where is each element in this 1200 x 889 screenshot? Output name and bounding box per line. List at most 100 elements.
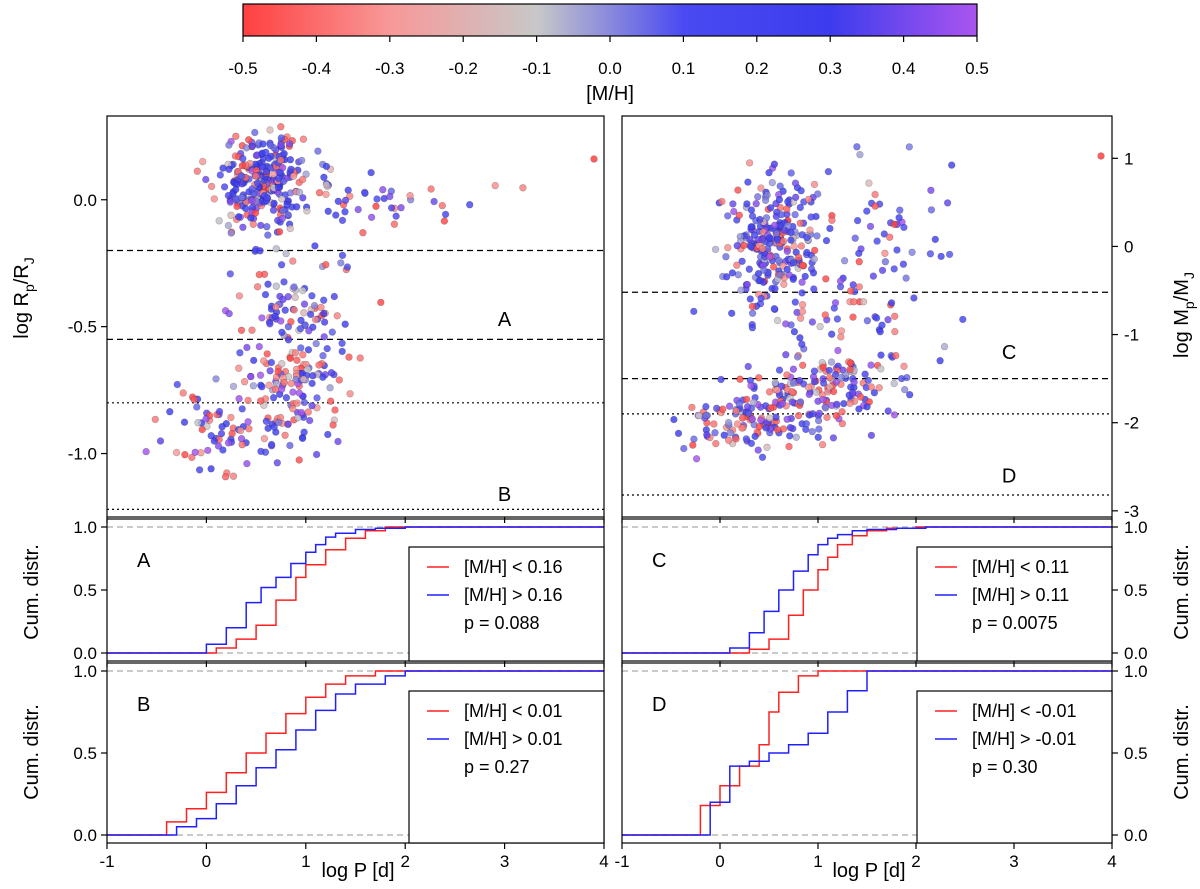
data-point bbox=[881, 258, 890, 266]
cdf-A-ylabel: Cum. distr. bbox=[21, 544, 43, 640]
data-point bbox=[711, 429, 719, 437]
data-point bbox=[329, 421, 337, 429]
data-point bbox=[322, 190, 330, 199]
x-tick-label: 2 bbox=[911, 852, 920, 871]
data-point bbox=[783, 205, 791, 213]
data-point bbox=[334, 437, 342, 446]
data-point bbox=[747, 223, 755, 231]
data-point bbox=[286, 224, 294, 233]
data-point bbox=[908, 248, 916, 257]
data-point bbox=[863, 207, 871, 215]
data-point bbox=[299, 135, 308, 143]
data-point bbox=[199, 157, 207, 166]
data-point bbox=[828, 216, 836, 225]
data-point bbox=[287, 318, 295, 326]
cdf-series-line bbox=[622, 526, 1112, 654]
data-point bbox=[755, 422, 764, 431]
data-point bbox=[311, 315, 320, 324]
data-point bbox=[248, 326, 256, 334]
data-point bbox=[890, 312, 899, 320]
data-point bbox=[805, 390, 813, 399]
data-point bbox=[252, 172, 260, 180]
data-point bbox=[299, 351, 307, 359]
data-point bbox=[273, 459, 281, 467]
data-point bbox=[264, 424, 272, 432]
cdf-series-line bbox=[622, 526, 1112, 654]
data-point bbox=[272, 282, 280, 290]
data-point bbox=[940, 342, 949, 351]
data-point bbox=[289, 172, 298, 180]
data-point bbox=[293, 399, 301, 407]
data-point bbox=[770, 160, 779, 168]
data-point bbox=[674, 429, 683, 438]
data-point bbox=[798, 289, 806, 297]
data-point bbox=[244, 396, 252, 405]
colorbar-tick-label: -0.1 bbox=[522, 59, 551, 78]
data-point bbox=[733, 242, 741, 250]
data-point bbox=[256, 371, 265, 379]
data-point bbox=[317, 303, 325, 312]
data-point bbox=[218, 423, 226, 431]
data-point bbox=[826, 383, 834, 391]
data-point bbox=[899, 260, 908, 268]
data-point bbox=[235, 364, 243, 372]
data-point bbox=[226, 270, 235, 278]
colorbar-tick-label: 0.4 bbox=[892, 59, 916, 78]
data-point bbox=[255, 270, 263, 279]
y-tick-label: 0.0 bbox=[1124, 644, 1148, 663]
data-point bbox=[787, 228, 795, 237]
cdf-panel-D: D [M/H] < -0.01 [M/H] > -0.01 p = 0.30 0.0 0.… bbox=[614, 662, 1147, 871]
x-tick-label: -1 bbox=[99, 852, 114, 871]
data-point bbox=[755, 374, 763, 382]
data-point bbox=[864, 376, 872, 385]
data-point bbox=[736, 375, 744, 383]
data-point bbox=[346, 390, 354, 398]
cdf-series-line bbox=[107, 670, 604, 836]
data-point bbox=[249, 220, 258, 229]
data-point bbox=[338, 251, 347, 260]
data-point bbox=[848, 389, 857, 397]
mass-period-panel: 1 0 -1 -2 -3 C D bbox=[621, 115, 1139, 523]
data-point bbox=[275, 418, 283, 427]
data-point bbox=[812, 388, 820, 396]
x-tick-label: 3 bbox=[500, 852, 509, 871]
data-point bbox=[785, 432, 794, 440]
data-point bbox=[344, 186, 352, 194]
data-point bbox=[829, 434, 838, 442]
data-point bbox=[239, 223, 247, 232]
data-point bbox=[193, 167, 202, 175]
data-point bbox=[226, 198, 235, 206]
data-point bbox=[744, 362, 752, 371]
data-point bbox=[262, 148, 270, 157]
data-point bbox=[827, 358, 836, 366]
legend-entry: [M/H] < 0.11 bbox=[972, 557, 1069, 577]
data-point bbox=[259, 140, 267, 148]
data-point bbox=[269, 394, 278, 402]
data-point bbox=[266, 126, 274, 134]
data-point bbox=[338, 347, 346, 356]
data-point bbox=[832, 411, 840, 420]
data-point bbox=[793, 353, 802, 361]
data-point bbox=[943, 199, 952, 207]
data-point bbox=[300, 300, 309, 308]
data-point bbox=[225, 309, 233, 318]
y-tick-label: -1.0 bbox=[68, 445, 97, 464]
data-point bbox=[931, 235, 939, 244]
data-point bbox=[814, 416, 823, 425]
data-point bbox=[768, 178, 776, 187]
x-tick-label: 2 bbox=[400, 852, 409, 871]
data-point bbox=[765, 234, 774, 242]
data-point bbox=[900, 362, 908, 370]
data-point bbox=[283, 201, 291, 209]
data-point bbox=[765, 414, 774, 422]
data-point bbox=[738, 424, 746, 432]
data-point bbox=[235, 395, 243, 403]
data-point bbox=[291, 293, 299, 302]
data-point bbox=[390, 220, 399, 228]
data-point bbox=[327, 369, 336, 377]
data-point bbox=[796, 398, 805, 406]
data-point bbox=[878, 321, 886, 329]
data-point bbox=[305, 327, 313, 335]
data-point bbox=[320, 173, 328, 182]
data-point bbox=[897, 374, 906, 383]
